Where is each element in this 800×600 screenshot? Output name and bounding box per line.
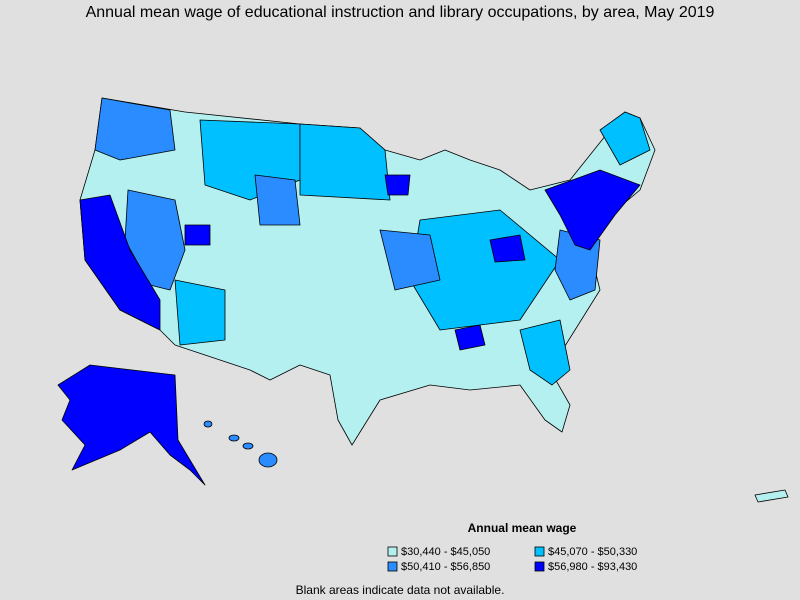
legend-swatch [534, 561, 545, 572]
region [184, 224, 211, 246]
region [79, 194, 161, 331]
legend-swatch [387, 561, 398, 572]
region [454, 324, 486, 351]
region [174, 279, 226, 346]
legend-swatch [387, 546, 398, 557]
map [57, 97, 789, 503]
legend-swatch [534, 546, 545, 557]
legend-label: $56,980 - $93,430 [548, 561, 637, 573]
region [228, 434, 240, 442]
region [258, 452, 278, 468]
region [384, 174, 411, 196]
legend-label: $45,070 - $50,330 [548, 546, 637, 558]
region [489, 234, 526, 263]
region [599, 111, 651, 166]
region [519, 319, 571, 386]
region [254, 174, 301, 226]
region [94, 97, 176, 161]
region [544, 169, 641, 251]
region [242, 442, 254, 450]
legend: Annual mean wage $30,440 - $45,050 $45,07… [387, 521, 637, 573]
legend-title: Annual mean wage [468, 521, 577, 535]
region [203, 420, 213, 428]
region [754, 489, 789, 503]
region [57, 364, 206, 486]
legend-label: $30,440 - $45,050 [401, 546, 490, 558]
region [379, 229, 441, 291]
footnote: Blank areas indicate data not available. [296, 583, 505, 597]
legend-label: $50,410 - $56,850 [401, 561, 490, 573]
map-title: Annual mean wage of educational instruct… [86, 4, 715, 21]
